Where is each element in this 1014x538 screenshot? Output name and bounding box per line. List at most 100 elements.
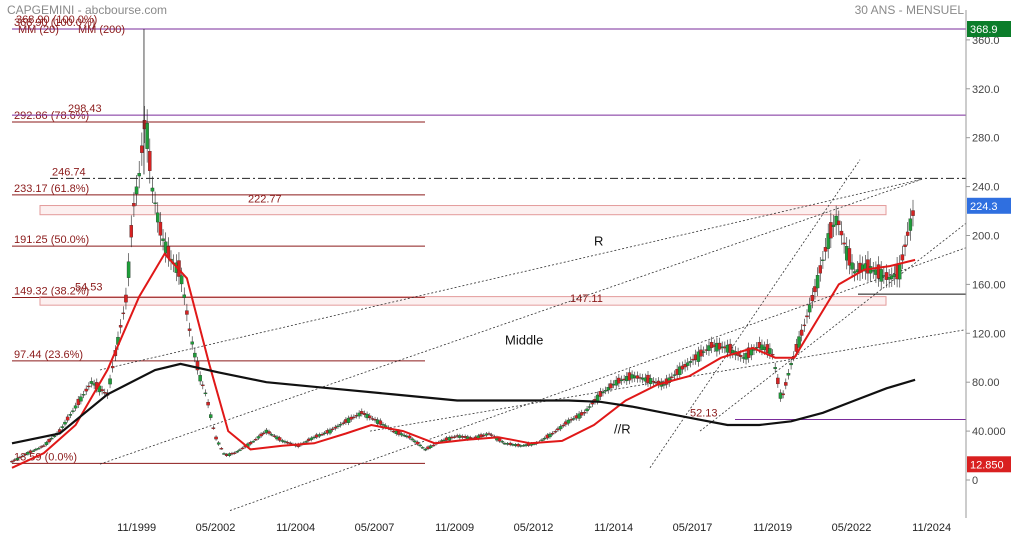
candle-body bbox=[267, 431, 271, 434]
candle-body bbox=[699, 349, 703, 357]
candle-body bbox=[219, 448, 224, 450]
candle-body bbox=[360, 411, 364, 414]
candle-body bbox=[696, 351, 701, 362]
candle-body bbox=[26, 452, 30, 455]
candle-body bbox=[428, 445, 433, 448]
candle-body bbox=[890, 275, 894, 280]
candle-body bbox=[42, 445, 46, 447]
zone-222-label: 222.77 bbox=[248, 194, 282, 206]
candle-body bbox=[540, 439, 544, 441]
candle-body bbox=[542, 437, 547, 440]
candle-body bbox=[251, 441, 255, 443]
candle-body bbox=[561, 424, 565, 427]
candle-body bbox=[378, 420, 383, 425]
candle-body bbox=[12, 459, 17, 461]
annotation-54: 54.53 bbox=[75, 282, 103, 294]
candle-body bbox=[357, 412, 361, 417]
mm200-line bbox=[11, 362, 916, 445]
candle-body bbox=[18, 456, 22, 459]
candle-body bbox=[797, 336, 801, 348]
candle-body bbox=[349, 416, 353, 420]
candle-body bbox=[823, 247, 828, 252]
candle-body bbox=[807, 304, 812, 313]
candle-body bbox=[680, 365, 685, 370]
candle-body bbox=[381, 424, 385, 426]
candle-body bbox=[521, 445, 526, 447]
candle-body bbox=[185, 310, 189, 315]
candle-body bbox=[556, 428, 560, 431]
candle-body bbox=[580, 412, 584, 416]
candle-body bbox=[497, 438, 502, 442]
y-tick-label: 200.0 bbox=[972, 230, 1000, 242]
price-badge bbox=[967, 456, 1011, 473]
candle-body bbox=[850, 262, 854, 270]
candle-body bbox=[198, 375, 202, 382]
candle-body bbox=[15, 457, 20, 460]
y-tick-label: 120.00 bbox=[972, 328, 1006, 340]
candle-body bbox=[330, 428, 335, 431]
candle-body bbox=[799, 329, 804, 336]
chart-period: 30 ANS - MENSUEL bbox=[854, 3, 964, 17]
candle-body bbox=[317, 434, 322, 437]
candle-body bbox=[84, 388, 88, 392]
price-badge bbox=[967, 197, 1011, 214]
candle-body bbox=[789, 363, 793, 366]
candle-body bbox=[39, 446, 43, 448]
candle-body bbox=[370, 418, 375, 420]
candle-body bbox=[590, 402, 595, 405]
candle-body bbox=[813, 286, 817, 293]
candle-body bbox=[338, 423, 343, 426]
candle-body bbox=[304, 441, 308, 443]
y-tick-label: 80.00 bbox=[972, 377, 1000, 389]
candle-body bbox=[288, 442, 292, 445]
candle-body bbox=[423, 448, 428, 451]
candle-body bbox=[572, 418, 576, 420]
candle-body bbox=[193, 352, 197, 358]
candle-body bbox=[770, 353, 775, 356]
candle-body bbox=[203, 392, 208, 395]
candle-body bbox=[132, 203, 136, 207]
candle-body bbox=[259, 433, 263, 437]
candle-body bbox=[651, 380, 656, 383]
y-tick-label: 280.0 bbox=[972, 133, 1000, 145]
candle-body bbox=[187, 328, 192, 331]
candle-body bbox=[341, 422, 345, 424]
candle-body bbox=[79, 396, 83, 402]
candle-body bbox=[884, 272, 889, 280]
fib-level-label: 191.25 (50.0%) bbox=[14, 234, 89, 246]
candle-body bbox=[821, 259, 825, 262]
candle-body bbox=[121, 312, 126, 315]
zone-147-label: 147.11 bbox=[570, 293, 603, 305]
candle-body bbox=[153, 202, 157, 204]
candle-body bbox=[235, 451, 239, 453]
candle-body bbox=[662, 384, 666, 386]
candle-body bbox=[309, 437, 314, 440]
candle-body bbox=[587, 406, 592, 408]
candle-body bbox=[852, 271, 857, 274]
fib-level-label: 233.17 (61.8%) bbox=[14, 183, 89, 195]
x-tick-label: 05/2007 bbox=[355, 522, 395, 534]
candle-body bbox=[269, 434, 274, 436]
candle-body bbox=[65, 416, 70, 421]
fib-level-label: 368.90 (100.0%) bbox=[14, 17, 95, 29]
y-tick-label: 320.0 bbox=[972, 84, 1000, 96]
fib-level-label: 292.86 (78.6%) bbox=[14, 110, 89, 122]
candle-body bbox=[182, 294, 186, 298]
candle-body bbox=[76, 398, 81, 406]
candle-body bbox=[516, 443, 520, 447]
candle-body bbox=[161, 238, 165, 241]
candle-body bbox=[582, 411, 587, 414]
y-tick-label: 0 bbox=[972, 475, 978, 487]
candle-body bbox=[129, 225, 133, 238]
candle-body bbox=[717, 342, 722, 350]
candle-body bbox=[283, 441, 287, 443]
candles-layer bbox=[10, 29, 915, 464]
candle-body bbox=[911, 210, 915, 216]
candle-body bbox=[739, 354, 743, 357]
mm20-line bbox=[11, 252, 916, 469]
candle-body bbox=[802, 324, 807, 327]
zone-147 bbox=[39, 296, 887, 306]
candle-body bbox=[50, 437, 54, 440]
candle-body bbox=[548, 433, 552, 438]
candle-body bbox=[598, 391, 603, 397]
